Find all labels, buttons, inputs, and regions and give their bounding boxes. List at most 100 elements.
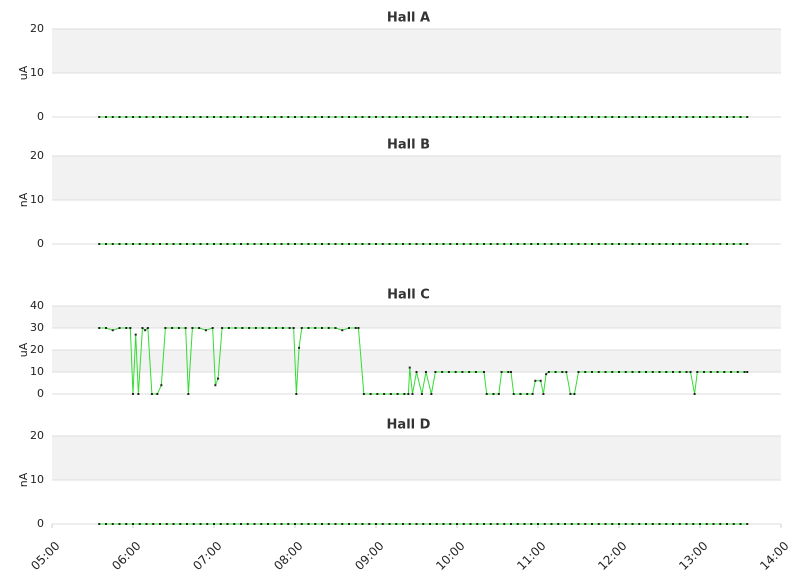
data-point [389, 393, 392, 395]
data-point [726, 116, 728, 118]
data-point [705, 243, 708, 245]
data-point [618, 523, 620, 525]
y-tick-label: 10 [30, 365, 44, 378]
data-point [611, 523, 614, 525]
data-point [408, 523, 411, 525]
data-point [98, 116, 101, 118]
data-point [221, 327, 224, 329]
data-point [408, 243, 411, 245]
data-point [381, 116, 384, 118]
data-point [415, 243, 418, 245]
data-point [678, 523, 681, 525]
data-point [519, 393, 522, 395]
data-point [240, 116, 242, 118]
data-point [226, 116, 229, 118]
data-point [624, 371, 627, 373]
data-point [523, 116, 526, 118]
data-point [327, 327, 330, 329]
data-point [234, 327, 237, 329]
data-point [564, 523, 566, 525]
data-point [145, 116, 148, 118]
data-point [624, 523, 627, 525]
data-point [510, 523, 512, 525]
data-point [260, 523, 263, 525]
data-point [118, 327, 121, 329]
data-point [435, 116, 438, 118]
data-point [645, 116, 647, 118]
data-point [273, 116, 276, 118]
grid-band [52, 156, 781, 200]
data-point [699, 116, 701, 118]
data-point [294, 243, 296, 245]
data-point [246, 243, 249, 245]
data-point [361, 116, 364, 118]
data-point [523, 523, 526, 525]
grid-band [52, 328, 781, 350]
data-point [732, 116, 735, 118]
data-point [492, 393, 495, 395]
data-point [118, 523, 121, 525]
data-point [489, 116, 492, 118]
data-point [561, 371, 564, 373]
data-point [415, 523, 418, 525]
data-point [267, 523, 269, 525]
data-point [539, 379, 542, 382]
y-tick-label: 10 [30, 193, 44, 206]
data-point [118, 243, 121, 245]
data-point [105, 116, 107, 118]
data-point [719, 116, 722, 118]
data-line [99, 326, 748, 395]
data-point [624, 243, 627, 245]
data-point [179, 243, 182, 245]
data-point [719, 243, 722, 245]
data-point [226, 243, 229, 245]
data-point [368, 243, 371, 245]
data-point [483, 116, 485, 118]
data-point [645, 243, 647, 245]
data-point [422, 243, 425, 245]
data-point [496, 243, 499, 245]
y-tick-label: 40 [30, 299, 44, 312]
y-axis-label: uA [17, 342, 30, 357]
data-point [542, 393, 545, 395]
data-point [354, 116, 357, 118]
data-point [597, 371, 600, 373]
data-point [462, 243, 465, 245]
data-point [489, 523, 492, 525]
data-point [186, 243, 188, 245]
data-point [665, 116, 668, 118]
data-point [447, 371, 450, 373]
data-point [496, 523, 499, 525]
data-point [327, 116, 330, 118]
data-point [206, 243, 209, 245]
data-point [537, 523, 539, 525]
data-point [530, 523, 533, 525]
data-point [489, 243, 492, 245]
data-point [241, 327, 244, 329]
data-point [554, 371, 557, 373]
data-point [240, 243, 242, 245]
data-point [685, 523, 688, 525]
data-point [184, 327, 187, 329]
data-point [186, 523, 188, 525]
data-point [327, 243, 330, 245]
grid-band [52, 73, 781, 117]
data-point [152, 116, 155, 118]
data-point [307, 523, 310, 525]
data-point [134, 333, 137, 336]
data-point [213, 523, 215, 525]
data-point [246, 116, 249, 118]
data-point [213, 116, 215, 118]
data-point [442, 523, 445, 525]
data-point [719, 523, 722, 525]
data-point [743, 371, 746, 373]
data-point [429, 523, 431, 525]
data-point [537, 116, 539, 118]
data-point [321, 327, 323, 329]
x-tick-label: 05:00 [28, 539, 62, 573]
data-point [300, 243, 303, 245]
data-point [570, 116, 573, 118]
data-point [159, 523, 161, 525]
data-point [211, 327, 214, 329]
data-point [429, 116, 431, 118]
